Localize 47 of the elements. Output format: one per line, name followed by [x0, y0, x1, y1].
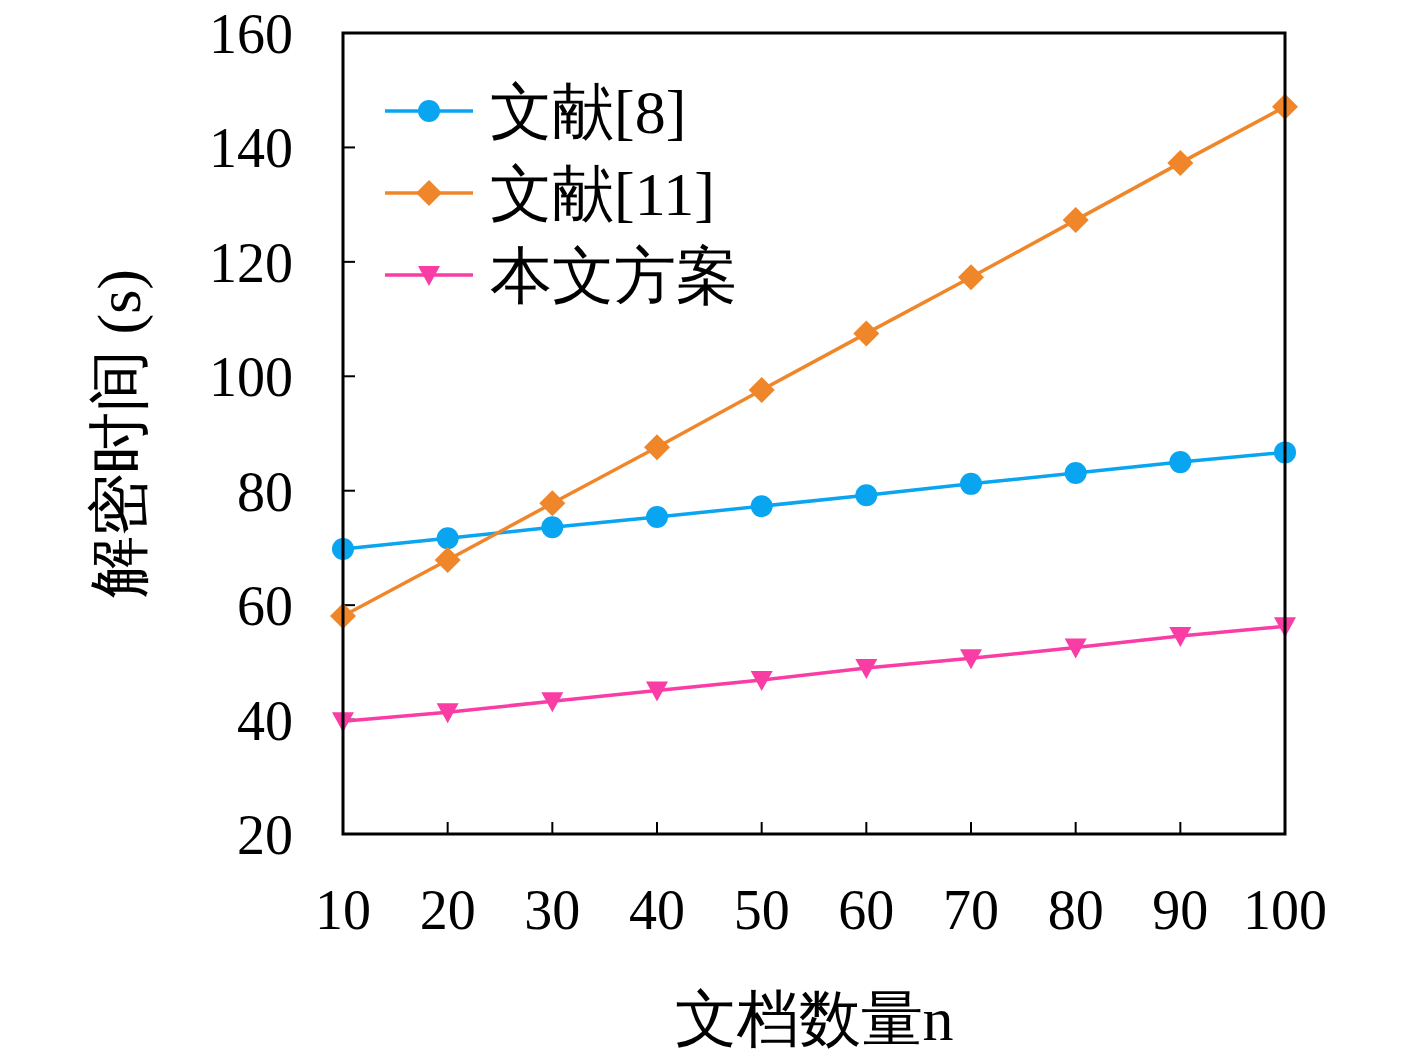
point [960, 649, 982, 670]
point [855, 484, 878, 507]
x-tick-label: 80 [1047, 879, 1104, 941]
point [750, 495, 773, 518]
x-tick-label: 10 [315, 879, 371, 941]
point [748, 377, 775, 404]
point [541, 516, 564, 539]
legend-label: 文献[8] [490, 78, 687, 146]
y-tick-label: 120 [209, 231, 293, 294]
point [1064, 461, 1087, 484]
y-tick-label: 140 [209, 117, 293, 180]
x-tick-label: 90 [1152, 879, 1209, 941]
x-tick-label: 70 [943, 879, 999, 941]
x-tick-label: 60 [838, 879, 895, 941]
ylabel: 解密时间 (s) [85, 269, 153, 598]
y-tick-label: 160 [209, 3, 293, 65]
x-tick-label: 50 [733, 879, 790, 941]
legend-label: 本文方案 [490, 242, 738, 310]
y-tick-label: 40 [237, 689, 293, 752]
x-tick-label: 30 [524, 879, 581, 941]
xlabel: 文档数量n [674, 985, 954, 1053]
x-tick-label: 20 [419, 879, 476, 941]
legend-label: 文献[11] [490, 160, 715, 228]
x-tick-label: 100 [1243, 879, 1327, 941]
point [855, 659, 878, 680]
point [434, 546, 461, 573]
point [853, 320, 880, 347]
point [1062, 207, 1089, 234]
point [960, 472, 982, 495]
point [646, 681, 668, 702]
x-tick-label: 40 [629, 879, 685, 941]
point [539, 490, 566, 517]
point [1167, 149, 1194, 176]
y-tick-label: 80 [237, 460, 293, 523]
point [646, 506, 668, 529]
point [1169, 627, 1192, 648]
point [436, 527, 459, 550]
point [750, 671, 773, 692]
point [541, 692, 564, 713]
point [958, 264, 984, 291]
point [436, 703, 459, 724]
point [1064, 638, 1087, 659]
point [1169, 451, 1192, 474]
y-tick-label: 100 [209, 346, 293, 409]
point [644, 434, 670, 461]
y-tick-label: 20 [237, 804, 293, 866]
y-tick-label: 60 [237, 575, 293, 638]
